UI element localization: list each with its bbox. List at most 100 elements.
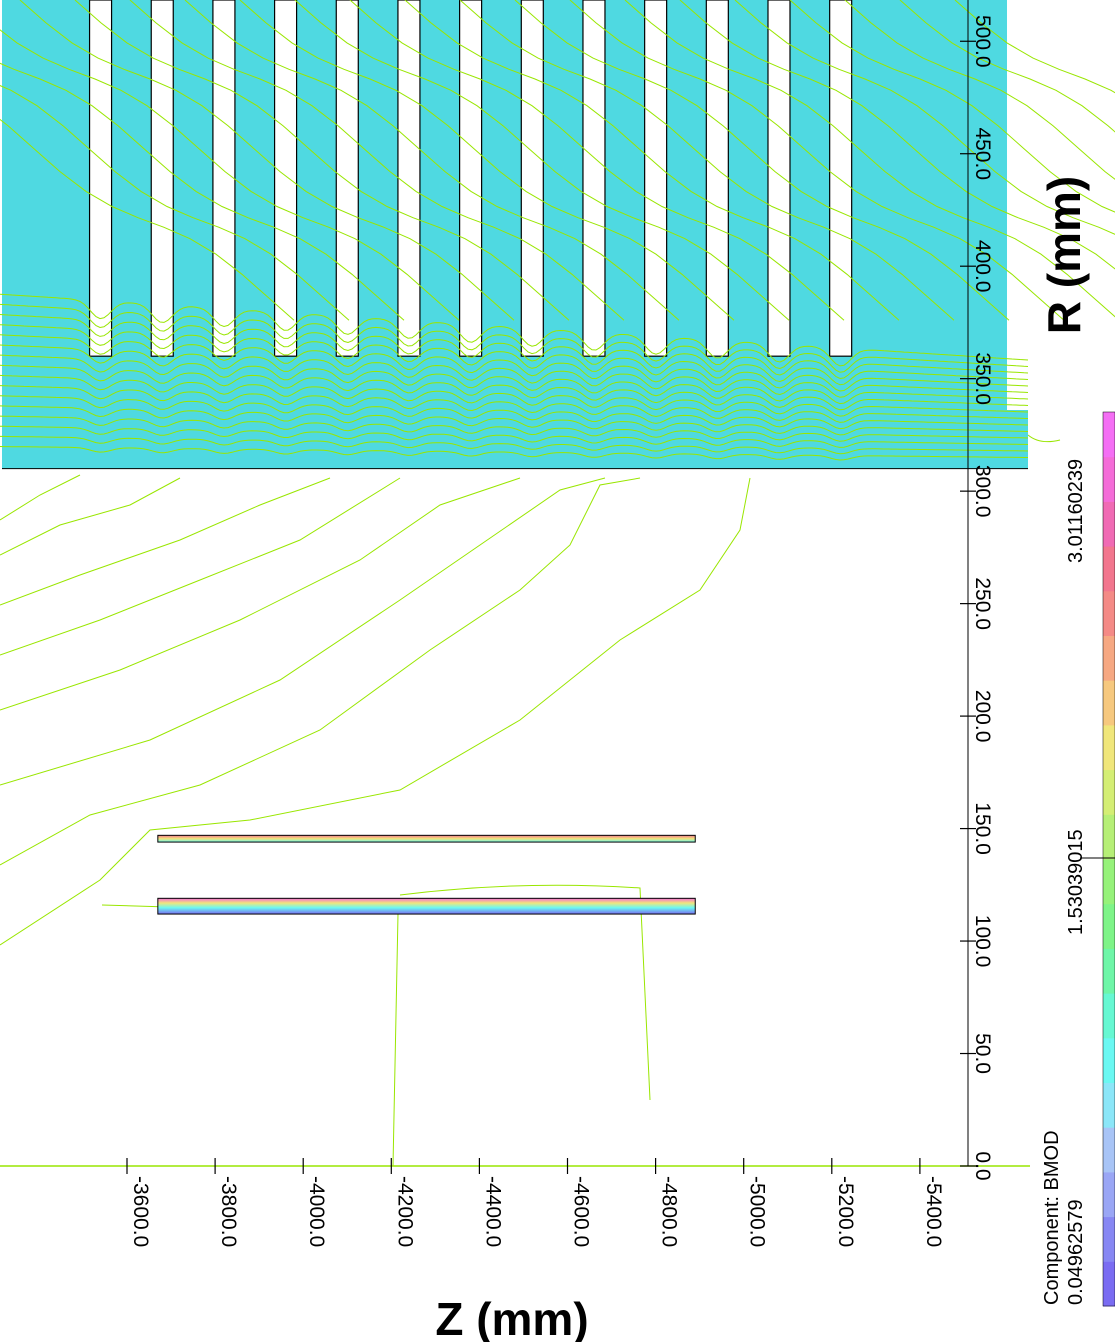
- contour-line: [0, 303, 1029, 373]
- r-axis-title: R (mm): [1038, 176, 1090, 334]
- colorbar-segment: [1103, 903, 1115, 949]
- slot: [150, 0, 174, 357]
- contour-line: [0, 446, 1028, 461]
- r-tick-label: 150.0: [971, 802, 994, 855]
- contour-line: [349, 0, 845, 321]
- colorbar-segment: [1103, 1037, 1115, 1083]
- colorbar-segment: [1103, 501, 1115, 547]
- contour-line: [954, 0, 1115, 94]
- colorbar-segment: [1103, 456, 1115, 502]
- contour-line: [0, 435, 1029, 455]
- colorbar-outline: [1102, 411, 1115, 1307]
- colorbar-segment: [1103, 769, 1115, 815]
- contour-line: [459, 0, 955, 321]
- colorbar-segment: [1103, 635, 1115, 681]
- contour-line: [19, 0, 515, 321]
- magnet-2: [157, 834, 696, 843]
- contour-line: [0, 385, 1029, 423]
- colorbar-segment: [1103, 412, 1115, 458]
- slot: [705, 0, 729, 357]
- slot: [767, 0, 791, 357]
- r-tick-label: 300.0: [971, 465, 994, 518]
- contour-line: [1027, 434, 1061, 443]
- r-tick-label: 100.0: [971, 915, 994, 968]
- z-tick-label: -4600.0: [570, 1176, 593, 1247]
- slot: [273, 0, 298, 357]
- contour-line: [0, 29, 460, 321]
- contour-line: [404, 0, 900, 321]
- colorbar-segment: [1103, 814, 1115, 860]
- colorbar-segment: [1103, 680, 1115, 726]
- z-tick-label: -3800.0: [217, 1176, 240, 1247]
- z-tick-label: -4400.0: [481, 1176, 504, 1247]
- contour-line: [899, 0, 1115, 133]
- r-tick-label: 400.0: [971, 240, 994, 293]
- z-tick-label: -4800.0: [658, 1176, 681, 1247]
- contour-line: [239, 0, 735, 321]
- contour-line: [679, 0, 1115, 270]
- slot: [88, 0, 113, 357]
- slot: [397, 0, 421, 357]
- slot: [829, 0, 853, 357]
- contour-line: [734, 0, 1115, 235]
- contour-line: [0, 84, 350, 321]
- contour-line: [0, 477, 521, 711]
- slot: [644, 0, 668, 357]
- slot: [520, 0, 544, 357]
- colorbar-segment: [1103, 1171, 1115, 1218]
- r-tick-label: 500.0: [971, 15, 994, 68]
- contour-line: [74, 0, 570, 321]
- contour-line: [0, 344, 1029, 398]
- magnets: [157, 834, 696, 915]
- contour-line: [0, 477, 641, 866]
- contour-line: [0, 477, 181, 556]
- contour-line: [844, 0, 1115, 180]
- contour-line: [0, 334, 1029, 392]
- slot: [459, 0, 483, 357]
- contour-line: [0, 118, 295, 321]
- magnet-1: [157, 897, 696, 915]
- contour-line: [0, 354, 1029, 405]
- contour-line: [0, 314, 1029, 380]
- r-tick-label: 250.0: [971, 577, 994, 630]
- contour-line: [0, 293, 1029, 367]
- colorbar-min-label: 0.04962579: [1065, 1199, 1087, 1305]
- z-tick-label: -3600.0: [129, 1176, 152, 1247]
- contour-line: [0, 374, 1029, 417]
- colorbar-segment: [1103, 1216, 1115, 1262]
- colorbar-component: Component: BMOD: [1041, 1130, 1063, 1305]
- contour-line: [0, 477, 401, 656]
- colorbar-mid-label: 1.53039015: [1065, 829, 1087, 935]
- colorbar-segment: [1103, 859, 1115, 905]
- contour-line: [294, 0, 790, 321]
- contour-line: [0, 477, 751, 946]
- colorbar-max-label: 3.01160239: [1065, 459, 1087, 563]
- contour-line: [0, 364, 1029, 411]
- contour-line: [101, 904, 399, 1167]
- colorbar-segment: [1103, 1261, 1115, 1307]
- contour-line: [789, 0, 1115, 213]
- r-tick-label: 450.0: [971, 127, 994, 180]
- contour-line: [0, 62, 405, 321]
- z-axis-title: Z (mm): [435, 1293, 588, 1342]
- contour-line: [0, 405, 1029, 436]
- contour-line: [0, 474, 81, 521]
- contour-line: [0, 477, 331, 606]
- colorbar-segment: [1103, 1127, 1115, 1173]
- slot: [335, 0, 359, 357]
- contour-line: [0, 425, 1029, 448]
- colorbar-segment: [1103, 993, 1115, 1039]
- z-tick-label: -5400.0: [922, 1176, 945, 1247]
- colorbar-segment: [1103, 724, 1115, 771]
- r-tick-label: 0.0: [971, 1151, 994, 1180]
- contour-line: [0, 415, 1029, 442]
- z-tick-label: -4200.0: [393, 1176, 416, 1247]
- contour-line: [184, 0, 680, 321]
- contour-line: [399, 884, 651, 1101]
- slot: [212, 0, 236, 357]
- contour-line: [569, 0, 1065, 321]
- slot: [582, 0, 606, 357]
- axes: -3600.0 -3800.0 -4000.0 -4200.0 -4400.0 -4600…: [0, 0, 1030, 1247]
